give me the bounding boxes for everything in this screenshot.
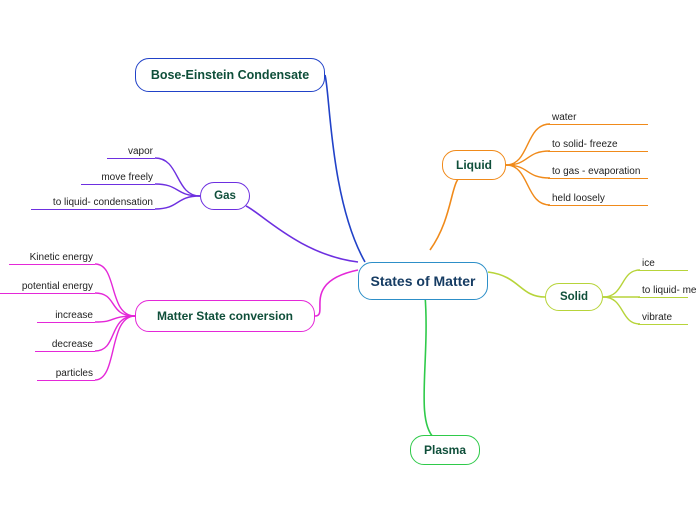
edge-liquid-leaf [506,151,550,165]
leaf-underline [35,351,95,352]
leaf-label[interactable]: vapor [128,146,153,157]
leaf-label[interactable]: Kinetic energy [30,252,93,263]
leaf-label[interactable]: ice [642,258,655,269]
leaf-underline [548,178,648,179]
leaf-label[interactable]: water [552,112,576,123]
leaf-underline [37,322,95,323]
leaf-underline [0,293,95,294]
leaf-underline [548,124,648,125]
node-solid[interactable]: Solid [545,283,603,311]
leaf-label[interactable]: to liquid- melt [642,285,696,296]
edge-msc-leaf [95,316,135,380]
connectors-layer [0,0,696,520]
leaf-underline [37,380,95,381]
leaf-underline [638,270,688,271]
leaf-underline [107,158,155,159]
edge-gas-leaf [155,196,200,209]
leaf-label[interactable]: move freely [101,172,153,183]
node-gas[interactable]: Gas [200,182,250,210]
mindmap-canvas: States of Matter Bose-Einstein Condensat… [0,0,696,520]
edge-solid-leaf [603,270,640,297]
leaf-underline [548,205,648,206]
leaf-underline [9,264,95,265]
leaf-label[interactable]: particles [56,368,93,379]
leaf-label[interactable]: held loosely [552,193,605,204]
node-plasma[interactable]: Plasma [410,435,480,465]
leaf-label[interactable]: vibrate [642,312,672,323]
node-bec[interactable]: Bose-Einstein Condensate [135,58,325,92]
leaf-underline [638,297,688,298]
leaf-label[interactable]: to liquid- condensation [53,197,153,208]
edge-gas [246,206,358,262]
node-liquid[interactable]: Liquid [442,150,506,180]
leaf-underline [638,324,688,325]
center-node[interactable]: States of Matter [358,262,488,300]
node-msc[interactable]: Matter State conversion [135,300,315,332]
leaf-underline [31,209,155,210]
edge-solid-leaf [603,297,640,324]
edge-liquid-leaf [506,124,550,165]
edge-solid [488,272,545,297]
edge-msc [315,270,358,316]
edge-msc-leaf [95,264,135,316]
leaf-label[interactable]: increase [55,310,93,321]
leaf-label[interactable]: to gas - evaporation [552,166,640,177]
leaf-underline [81,184,155,185]
leaf-underline [548,151,648,152]
edge-liquid [430,176,464,250]
edge-bec [325,75,365,262]
leaf-label[interactable]: to solid- freeze [552,139,618,150]
leaf-label[interactable]: potential energy [22,281,93,292]
leaf-label[interactable]: decrease [52,339,93,350]
edge-plasma [424,295,434,438]
